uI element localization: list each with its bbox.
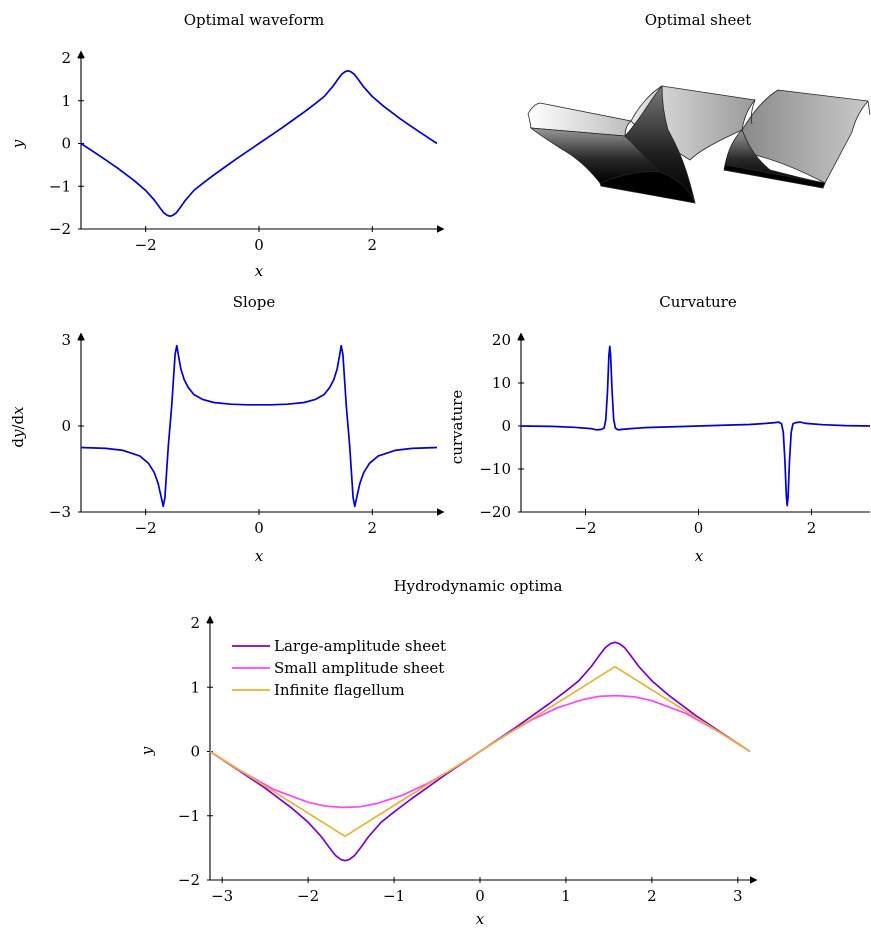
curvature-y-tick-label: 0 <box>501 417 511 435</box>
slope-axes <box>77 332 445 516</box>
optima-x-tick-label: −1 <box>383 887 405 905</box>
legend-label-1: Small amplitude sheet <box>274 659 444 677</box>
optima-x-tick-label: 2 <box>647 887 657 905</box>
legend-label-0: Large-amplitude sheet <box>274 637 446 655</box>
optima-x-tick-label: 0 <box>475 887 485 905</box>
curvature-series <box>520 345 871 507</box>
legend-label-2: Infinite flagellum <box>274 681 405 699</box>
curvature-series-line-0 <box>520 345 871 507</box>
optima-x-tick-label: 1 <box>561 887 571 905</box>
optima-title: Hydrodynamic optima <box>394 577 563 595</box>
waveform-panel: Optimal waveform −2 0 2 −2 −1 0 1 2 x y <box>9 11 445 280</box>
optima-axes <box>206 615 758 884</box>
waveform-ticks: −2 0 2 −2 −1 0 1 2 <box>49 49 377 254</box>
waveform-y-tick-label: 0 <box>61 135 71 153</box>
optima-ylabel: y <box>138 746 156 756</box>
slope-panel: Slope −2 0 2 −3 0 3 x dy/dx <box>9 293 445 565</box>
waveform-y-tick-label: 2 <box>61 49 71 67</box>
sheet-crest-line <box>750 99 756 125</box>
waveform-x-tick-label: −2 <box>135 236 157 254</box>
sheet-front-2 <box>723 164 826 189</box>
curvature-ylabel: curvature <box>448 390 466 465</box>
sheet-plateau-left <box>527 102 632 137</box>
sheet-fall-2 <box>724 129 826 184</box>
waveform-ylabel: y <box>9 139 27 149</box>
slope-ticks: −2 0 2 −3 0 3 <box>49 331 377 537</box>
optima-series-line-2 <box>209 665 751 838</box>
slope-series-line-0 <box>80 344 438 508</box>
curvature-y-tick-label: −10 <box>479 460 511 478</box>
optima-y-tick-label: −2 <box>178 871 200 889</box>
waveform-series-line-0 <box>80 69 438 218</box>
slope-xlabel: x <box>255 547 264 565</box>
sheet-ridge-middle-face <box>624 84 696 204</box>
optima-x-tick-label: −2 <box>297 887 319 905</box>
optima-panel: Hydrodynamic optima −3 −2 −1 0 1 2 3 −2 −1 0 1 2 La… <box>138 577 758 928</box>
waveform-x-tick-label: 2 <box>368 236 378 254</box>
optima-xlabel: x <box>476 910 485 928</box>
slope-series <box>80 344 438 508</box>
curvature-axes <box>517 332 870 513</box>
waveform-xlabel: x <box>255 262 264 280</box>
optima-x-tick-label: −3 <box>211 887 233 905</box>
slope-x-tick-label: 0 <box>254 519 264 537</box>
optima-x-tick-label: 3 <box>733 887 743 905</box>
optima-legend: Large-amplitude sheet Small amplitude she… <box>232 637 446 699</box>
optima-y-tick-label: −1 <box>178 807 200 825</box>
sheet-illustration <box>527 84 871 204</box>
waveform-title: Optimal waveform <box>184 11 325 29</box>
curvature-x-tick-label: 2 <box>807 519 817 537</box>
slope-y-tick-label: −3 <box>49 503 71 521</box>
slope-x-tick-label: −2 <box>135 519 157 537</box>
slope-y-tick-label: 3 <box>61 331 71 349</box>
waveform-x-tick-label: 0 <box>254 236 264 254</box>
slope-y-tick-label: 0 <box>61 417 71 435</box>
curvature-y-tick-label: −20 <box>479 503 511 521</box>
waveform-y-tick-label: 1 <box>61 92 71 110</box>
optima-ticks: −3 −2 −1 0 1 2 3 −2 −1 0 1 2 <box>178 614 743 905</box>
optima-series <box>209 641 751 862</box>
optima-y-tick-label: 2 <box>190 614 200 632</box>
sheet-crest-line-2 <box>867 100 871 116</box>
curvature-y-tick-label: 10 <box>492 374 511 392</box>
curvature-x-tick-label: −2 <box>574 519 596 537</box>
waveform-y-tick-label: −2 <box>49 220 71 238</box>
curvature-y-tick-label: 20 <box>492 331 511 349</box>
sheet-panel: Optimal sheet <box>527 11 871 204</box>
slope-x-tick-label: 2 <box>368 519 378 537</box>
optima-y-tick-label: 0 <box>190 743 200 761</box>
waveform-series <box>80 69 438 218</box>
curvature-x-tick-label: 0 <box>694 519 704 537</box>
slope-title: Slope <box>233 293 276 311</box>
optima-y-tick-label: 1 <box>190 678 200 696</box>
sheet-title: Optimal sheet <box>645 11 752 29</box>
waveform-y-tick-label: −1 <box>49 177 71 195</box>
waveform-axes <box>77 50 445 233</box>
slope-ylabel: dy/dx <box>9 406 27 448</box>
curvature-xlabel: x <box>695 547 704 565</box>
curvature-title: Curvature <box>659 293 737 311</box>
